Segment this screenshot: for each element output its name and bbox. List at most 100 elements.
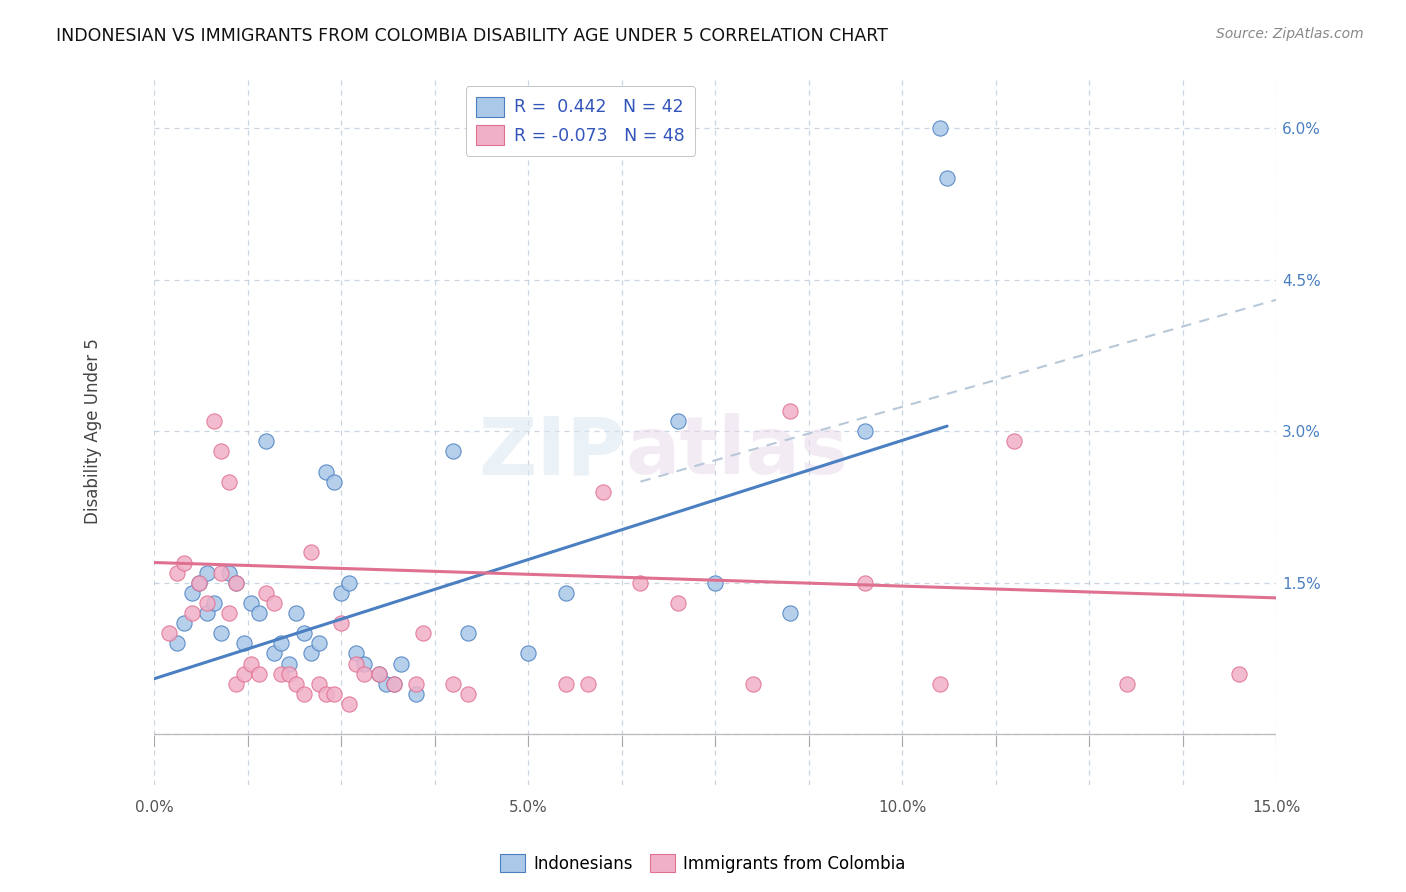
Point [285, 606, 308, 620]
Point [225, 677, 247, 691]
Point [704, 575, 727, 590]
Point [441, 677, 464, 691]
Point [322, 475, 344, 489]
Point [166, 636, 188, 650]
Text: Disability Age Under 5: Disability Age Under 5 [84, 338, 101, 524]
Point [299, 545, 322, 559]
Point [195, 606, 218, 620]
Point [517, 647, 540, 661]
Point [308, 636, 330, 650]
Point [741, 677, 763, 691]
Point [263, 647, 285, 661]
Point [292, 626, 315, 640]
Text: 15.0%: 15.0% [1253, 800, 1301, 815]
Point [936, 171, 959, 186]
Point [218, 566, 240, 580]
Point [375, 677, 398, 691]
Point [240, 596, 263, 610]
Point [666, 596, 689, 610]
Point [779, 404, 801, 418]
Point [285, 677, 308, 691]
Point [225, 575, 247, 590]
Point [405, 677, 427, 691]
Point [1004, 434, 1026, 449]
Point [405, 687, 427, 701]
Point [247, 666, 270, 681]
Point [344, 657, 367, 671]
Point [232, 666, 254, 681]
Point [353, 666, 375, 681]
Point [277, 657, 299, 671]
Text: INDONESIAN VS IMMIGRANTS FROM COLOMBIA DISABILITY AGE UNDER 5 CORRELATION CHART: INDONESIAN VS IMMIGRANTS FROM COLOMBIA D… [56, 27, 889, 45]
Point [779, 606, 801, 620]
Point [367, 666, 389, 681]
Point [337, 575, 360, 590]
Point [270, 636, 292, 650]
Text: Source: ZipAtlas.com: Source: ZipAtlas.com [1216, 27, 1364, 41]
Point [928, 120, 950, 135]
Point [853, 575, 876, 590]
Point [853, 424, 876, 438]
Legend: Indonesians, Immigrants from Colombia: Indonesians, Immigrants from Colombia [494, 847, 912, 880]
Point [254, 586, 277, 600]
Point [299, 647, 322, 661]
Text: 0.0%: 0.0% [135, 800, 173, 815]
Point [666, 414, 689, 428]
Text: 5.0%: 5.0% [509, 800, 547, 815]
Point [292, 687, 315, 701]
Point [367, 666, 389, 681]
Point [412, 626, 434, 640]
Point [315, 465, 337, 479]
Point [195, 596, 218, 610]
Point [173, 616, 195, 631]
Point [188, 575, 211, 590]
Point [1115, 677, 1137, 691]
Point [180, 586, 202, 600]
Legend: R =  0.442   N = 42, R = -0.073   N = 48: R = 0.442 N = 42, R = -0.073 N = 48 [465, 87, 696, 156]
Point [254, 434, 277, 449]
Point [554, 586, 576, 600]
Point [211, 566, 233, 580]
Point [195, 566, 218, 580]
Point [240, 657, 263, 671]
Point [628, 575, 651, 590]
Point [180, 606, 202, 620]
Text: 10.0%: 10.0% [877, 800, 927, 815]
Point [1227, 666, 1250, 681]
Point [315, 687, 337, 701]
Point [389, 657, 412, 671]
Point [322, 687, 344, 701]
Point [592, 484, 614, 499]
Point [928, 677, 950, 691]
Point [211, 444, 233, 458]
Point [457, 626, 479, 640]
Point [202, 414, 225, 428]
Point [337, 697, 360, 711]
Point [263, 596, 285, 610]
Point [441, 444, 464, 458]
Point [225, 575, 247, 590]
Point [344, 647, 367, 661]
Point [247, 606, 270, 620]
Point [382, 677, 405, 691]
Point [576, 677, 599, 691]
Point [457, 687, 479, 701]
Point [270, 666, 292, 681]
Point [330, 586, 353, 600]
Point [330, 616, 353, 631]
Point [166, 566, 188, 580]
Point [157, 626, 180, 640]
Point [202, 596, 225, 610]
Text: atlas: atlas [626, 413, 849, 491]
Point [218, 606, 240, 620]
Point [211, 626, 233, 640]
Point [188, 575, 211, 590]
Point [308, 677, 330, 691]
Point [232, 636, 254, 650]
Point [554, 677, 576, 691]
Point [382, 677, 405, 691]
Point [173, 556, 195, 570]
Point [277, 666, 299, 681]
Point [353, 657, 375, 671]
Text: ZIP: ZIP [478, 413, 626, 491]
